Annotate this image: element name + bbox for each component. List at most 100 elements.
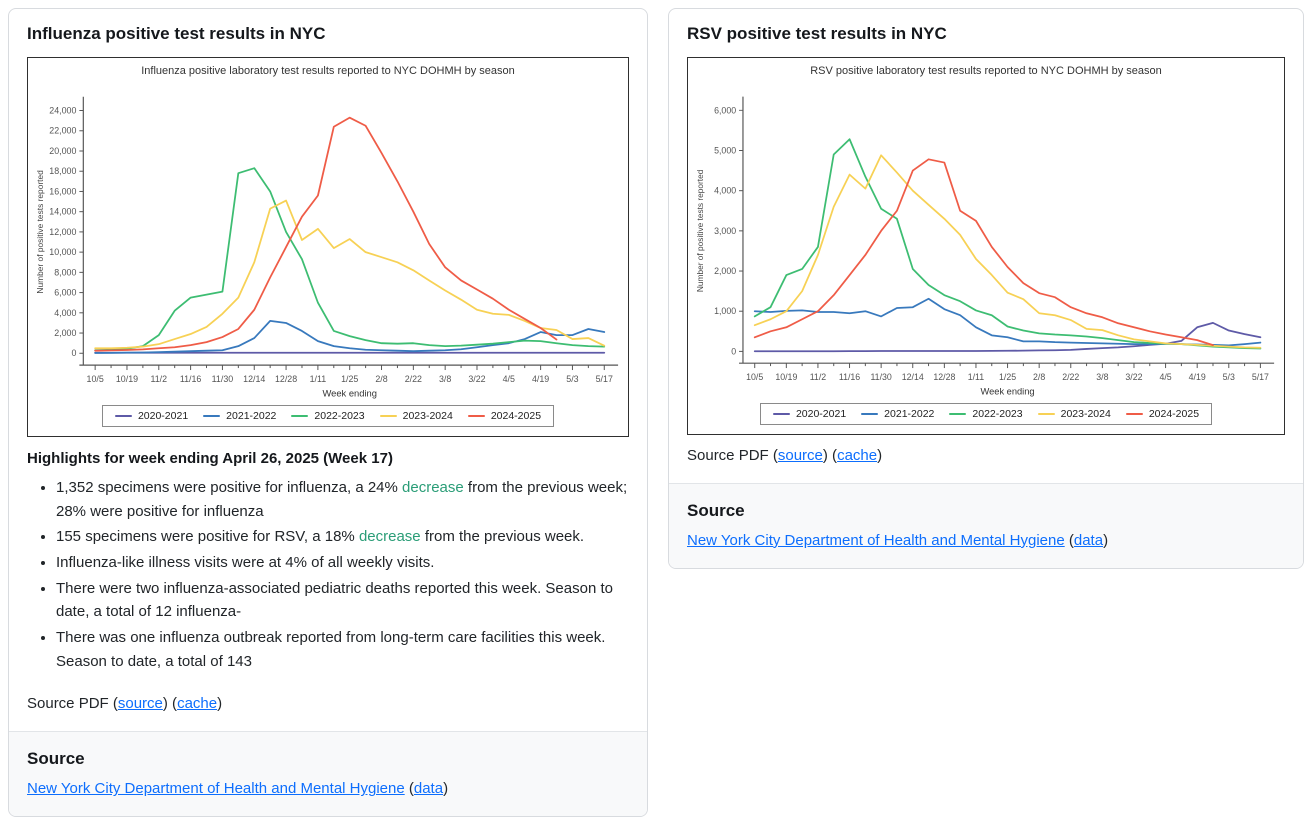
svg-text:5/3: 5/3: [566, 374, 578, 384]
rsv-card-body: RSV positive test results in NYC RSV pos…: [669, 9, 1303, 483]
svg-text:4,000: 4,000: [714, 186, 736, 196]
legend-swatch-icon: [772, 412, 790, 415]
svg-text:5,000: 5,000: [714, 146, 736, 156]
svg-text:2/8: 2/8: [1033, 372, 1045, 382]
influenza-card-title: Influenza positive test results in NYC: [27, 24, 326, 43]
legend-item: 2024-2025: [467, 409, 542, 422]
svg-text:11/2: 11/2: [810, 372, 827, 382]
svg-text:4/19: 4/19: [1189, 372, 1206, 382]
legend-label: 2020-2021: [795, 407, 847, 420]
source-pdf-cache-link[interactable]: cache: [177, 695, 218, 713]
influenza-source-heading: Source: [27, 749, 85, 769]
highlights-heading: Highlights for week ending April 26, 202…: [27, 449, 393, 467]
legend-swatch-icon: [467, 414, 485, 417]
svg-text:4/19: 4/19: [532, 374, 549, 384]
legend-swatch-icon: [1125, 412, 1143, 415]
svg-text:12/14: 12/14: [243, 374, 265, 384]
svg-text:1/25: 1/25: [341, 374, 358, 384]
legend-item: 2022-2023: [291, 409, 365, 422]
influenza-source-section: Source New York City Department of Healt…: [9, 731, 647, 817]
legend-label: 2024-2025: [1148, 407, 1200, 420]
svg-text:6,000: 6,000: [54, 288, 76, 298]
svg-text:Week ending: Week ending: [322, 389, 376, 399]
influenza-source-pdf-line: Source PDF (source) (cache): [27, 695, 223, 713]
svg-text:6,000: 6,000: [714, 106, 736, 116]
legend-label: 2021-2022: [226, 409, 277, 422]
svg-text:3/8: 3/8: [439, 374, 451, 384]
svg-text:1/25: 1/25: [999, 372, 1016, 382]
svg-text:2/8: 2/8: [375, 374, 387, 384]
influenza-chart-title: Influenza positive laboratory test resul…: [141, 65, 515, 78]
influenza-card-body: Influenza positive test results in NYC I…: [9, 9, 647, 731]
influenza-legend-wrap: 2020-2021 2021-2022 2022-2023 2023-2024 2024…: [32, 404, 624, 427]
svg-text:8,000: 8,000: [54, 268, 76, 278]
legend-label: 2022-2023: [314, 409, 365, 422]
svg-text:1/11: 1/11: [310, 374, 327, 384]
svg-text:5/17: 5/17: [596, 374, 613, 384]
source-pdf-source-link[interactable]: source: [117, 695, 163, 713]
influenza-chart-legend: 2020-2021 2021-2022 2022-2023 2023-2024 2024…: [101, 404, 555, 427]
rsv-chart: RSV positive laboratory test results rep…: [687, 57, 1285, 435]
svg-text:16,000: 16,000: [49, 187, 76, 197]
source-data-link[interactable]: data: [1073, 531, 1104, 549]
svg-text:11/30: 11/30: [212, 374, 234, 384]
svg-text:4/5: 4/5: [1159, 372, 1171, 382]
svg-text:14,000: 14,000: [49, 207, 76, 217]
highlight-bullet: Influenza-like illness visits were at 4%…: [56, 551, 629, 575]
source-org-link[interactable]: New York City Department of Health and M…: [27, 780, 405, 798]
svg-text:12/28: 12/28: [933, 372, 955, 382]
decrease-text: decrease: [402, 478, 464, 496]
svg-text:5/3: 5/3: [1223, 372, 1235, 382]
svg-text:Week ending: Week ending: [981, 387, 1035, 397]
svg-text:11/2: 11/2: [150, 374, 167, 384]
highlight-bullet: There was one influenza outbreak reporte…: [56, 626, 629, 673]
highlights-list: 1,352 specimens were positive for influe…: [27, 476, 629, 674]
rsv-source-section: Source New York City Department of Healt…: [669, 482, 1303, 568]
svg-text:11/16: 11/16: [180, 374, 202, 384]
rsv-source-heading: Source: [687, 500, 745, 520]
legend-swatch-icon: [203, 414, 221, 417]
legend-label: 2023-2024: [1060, 407, 1111, 420]
svg-text:2,000: 2,000: [54, 328, 76, 338]
legend-item: 2023-2024: [1037, 407, 1111, 420]
legend-item: 2020-2021: [114, 409, 189, 422]
svg-text:4/5: 4/5: [503, 374, 515, 384]
svg-text:18,000: 18,000: [49, 167, 76, 177]
svg-text:1,000: 1,000: [714, 307, 736, 317]
legend-item: 2021-2022: [861, 408, 934, 420]
legend-label: 2022-2023: [972, 407, 1023, 420]
svg-text:Number of positive tests repor: Number of positive tests reported: [695, 170, 705, 293]
legend-swatch-icon: [291, 414, 309, 417]
legend-swatch-icon: [379, 414, 397, 417]
svg-text:12/14: 12/14: [902, 372, 924, 382]
svg-text:1/11: 1/11: [968, 372, 985, 382]
rsv-card-title: RSV positive test results in NYC: [687, 24, 947, 43]
legend-item: 2024-2025: [1125, 407, 1200, 420]
svg-text:3/8: 3/8: [1096, 372, 1108, 382]
svg-text:3/22: 3/22: [468, 374, 485, 384]
legend-item: 2020-2021: [772, 407, 847, 420]
svg-text:10/19: 10/19: [775, 372, 797, 382]
legend-label: 2024-2025: [490, 409, 542, 422]
source-pdf-source-link[interactable]: source: [777, 446, 823, 464]
source-data-link[interactable]: data: [413, 780, 444, 798]
legend-item: 2022-2023: [949, 407, 1023, 420]
svg-text:12/28: 12/28: [275, 374, 297, 384]
source-pdf-cache-link[interactable]: cache: [837, 446, 878, 464]
svg-text:10/5: 10/5: [87, 374, 104, 384]
legend-label: 2020-2021: [137, 409, 189, 422]
legend-swatch-icon: [1037, 412, 1055, 415]
influenza-chart-plot: 0 2,000 4,000 6,000 8,000 10,000 12,000 14,000 1…: [35, 97, 619, 399]
rsv-card: RSV positive test results in NYC RSV pos…: [668, 8, 1304, 569]
svg-text:10,000: 10,000: [49, 247, 76, 257]
rsv-chart-plot: 0 1,000 2,000 3,000 4,000 5,000 6,000 10/5 10/19…: [695, 96, 1275, 397]
rsv-legend-wrap: 2020-2021 2021-2022 2022-2023 2023-2024 2024…: [692, 402, 1280, 425]
source-org-link[interactable]: New York City Department of Health and M…: [687, 531, 1065, 549]
svg-text:0: 0: [731, 347, 736, 357]
svg-text:2/22: 2/22: [405, 374, 422, 384]
highlight-bullet: There were two influenza-associated pedi…: [56, 577, 629, 624]
svg-text:3,000: 3,000: [714, 226, 736, 236]
legend-item: 2023-2024: [379, 410, 453, 422]
rsv-chart-legend: 2020-2021 2021-2022 2022-2023 2023-2024 2024…: [759, 402, 1213, 425]
